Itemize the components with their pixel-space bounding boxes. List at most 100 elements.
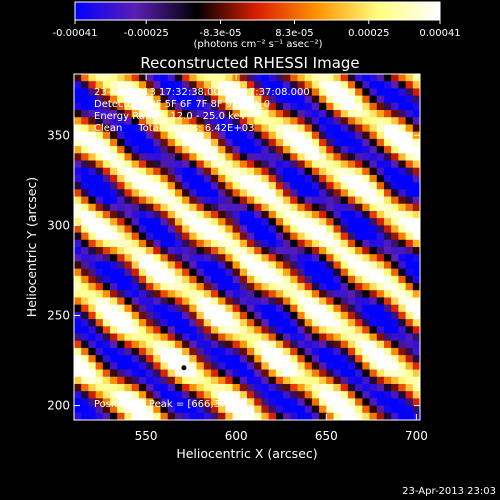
heatmap-cell [239, 189, 248, 198]
heatmap-cell [355, 290, 363, 299]
chart-title: Reconstructed RHESSI Image [140, 54, 359, 72]
heatmap-cell [405, 383, 414, 392]
heatmap-cell [124, 160, 133, 169]
heatmap-cell [319, 203, 327, 212]
heatmap-cell [304, 383, 313, 392]
heatmap-cell [261, 174, 270, 183]
heatmap-cell [232, 311, 241, 320]
heatmap-cell [210, 247, 219, 255]
heatmap-cell [138, 160, 147, 169]
heatmap-cell [347, 311, 356, 320]
heatmap-cell [95, 131, 104, 140]
heatmap-cell [290, 131, 299, 140]
heatmap-cell [340, 225, 349, 234]
heatmap-cell [102, 412, 111, 420]
heatmap-cell [239, 369, 248, 378]
heatmap-cell [247, 225, 255, 234]
heatmap-cell [290, 102, 299, 111]
heatmap-cell [283, 124, 291, 133]
heatmap-cell [146, 355, 154, 363]
heatmap-cell [74, 275, 82, 284]
heatmap-cell [283, 398, 291, 407]
heatmap-cell [398, 398, 407, 407]
heatmap-cell [304, 283, 313, 291]
heatmap-cell [102, 290, 111, 299]
heatmap-cell [218, 297, 226, 306]
heatmap-cell [196, 333, 205, 342]
heatmap-cell [283, 347, 291, 356]
heatmap-cell [333, 383, 342, 392]
heatmap-cell [268, 232, 277, 241]
heatmap-cell [297, 355, 306, 363]
heatmap-cell [362, 347, 371, 356]
heatmap-cell [232, 138, 241, 147]
heatmap-cell [405, 347, 414, 356]
heatmap-cell [138, 304, 147, 313]
heatmap-cell [117, 333, 126, 342]
heatmap-cell [405, 247, 414, 255]
heatmap-cell [311, 74, 320, 82]
heatmap-cell [383, 153, 392, 162]
heatmap-cell [268, 319, 277, 327]
heatmap-cell [225, 347, 234, 356]
heatmap-cell [102, 124, 111, 133]
heatmap-cell [153, 398, 162, 407]
heatmap-cell [261, 102, 270, 111]
heatmap-cell [160, 110, 169, 118]
heatmap-cell [81, 225, 90, 234]
heatmap-cell [376, 304, 385, 313]
heatmap-cell [283, 88, 291, 97]
heatmap-cell [218, 311, 226, 320]
heatmap-cell [383, 383, 392, 392]
heatmap-cell [261, 210, 270, 219]
heatmap-cell [138, 275, 147, 284]
heatmap-cell [218, 333, 226, 342]
heatmap-cell [117, 412, 126, 420]
heatmap-cell [146, 275, 154, 284]
heatmap-cell [304, 268, 313, 277]
heatmap-cell [340, 333, 349, 342]
heatmap-cell [304, 210, 313, 219]
heatmap-cell [347, 196, 356, 205]
heatmap-cell [398, 160, 407, 169]
heatmap-cell [117, 398, 126, 407]
heatmap-cell [391, 88, 399, 97]
heatmap-cell [254, 160, 263, 169]
heatmap-cell [210, 369, 219, 378]
heatmap-cell [369, 297, 378, 306]
heatmap-cell [138, 333, 147, 342]
heatmap-cell [239, 268, 248, 277]
heatmap-cell [412, 398, 420, 407]
heatmap-cell [239, 290, 248, 299]
heatmap-cell [391, 146, 399, 154]
heatmap-cell [167, 182, 176, 190]
heatmap-cell [347, 405, 356, 414]
heatmap-cell [290, 333, 299, 342]
heatmap-cell [283, 283, 291, 291]
heatmap-cell [189, 74, 198, 82]
heatmap-cell [326, 110, 335, 118]
heatmap-cell [117, 355, 126, 363]
heatmap-cell [160, 319, 169, 327]
heatmap-cell [167, 102, 176, 111]
heatmap-cell [355, 376, 363, 385]
heatmap-cell [275, 138, 284, 147]
heatmap-cell [275, 369, 284, 378]
heatmap-cell [369, 369, 378, 378]
heatmap-cell [297, 398, 306, 407]
heatmap-cell [383, 218, 392, 226]
heatmap-cell [232, 124, 241, 133]
heatmap-cell [275, 81, 284, 90]
heatmap-cell [95, 225, 104, 234]
heatmap-cell [138, 225, 147, 234]
heatmap-cell [369, 304, 378, 313]
heatmap-cell [138, 138, 147, 147]
heatmap-cell [153, 405, 162, 414]
heatmap-cell [95, 362, 104, 371]
colorbar-tick-label: 8.3e-05 [275, 28, 313, 39]
heatmap-cell [167, 383, 176, 392]
heatmap-cell [398, 182, 407, 190]
heatmap-cell [261, 376, 270, 385]
heatmap-cell [196, 304, 205, 313]
heatmap-cell [239, 398, 248, 407]
